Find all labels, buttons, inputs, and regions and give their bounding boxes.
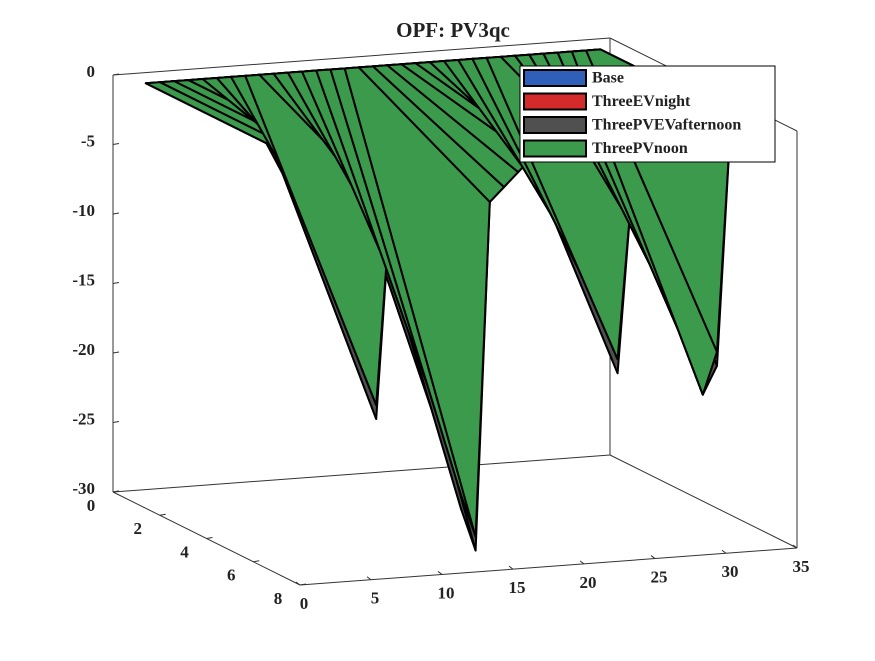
x-tick — [721, 549, 727, 554]
x-tick-label: 20 — [580, 573, 597, 592]
z-tick — [112, 351, 120, 354]
y-tick — [253, 560, 260, 563]
x-tick-label: 10 — [438, 583, 455, 602]
z-tick-label: 0 — [87, 62, 96, 81]
y-tick — [206, 537, 213, 539]
legend-label: ThreeEVnight — [592, 93, 691, 110]
z-tick — [112, 490, 120, 493]
chart-title: OPF: PV3qc — [396, 18, 510, 42]
z-tick — [112, 282, 120, 284]
x-tick — [366, 576, 372, 581]
y-tick-label: 2 — [134, 519, 143, 538]
box-edge — [112, 37, 611, 76]
axes-box: 0 5 10 15 20 25 30 35 0 2 4 6 8 -30 -25 -20 -15 -10 -5 0 — [72, 37, 810, 613]
y-tick-label: 8 — [274, 589, 283, 608]
y-tick-label: 4 — [180, 542, 189, 561]
y-tick — [159, 513, 166, 516]
box-edge — [609, 454, 798, 549]
z-tick-label: -10 — [72, 201, 95, 220]
legend-swatch — [523, 139, 587, 158]
legend-label: Base — [592, 70, 624, 87]
x-tick — [508, 565, 514, 570]
x-tick-label: 0 — [300, 594, 309, 613]
z-tick-label: -20 — [72, 340, 95, 359]
z-tick — [112, 212, 120, 215]
x-tick — [295, 581, 301, 586]
x-tick-label: 5 — [371, 589, 380, 608]
z-tick-label: -5 — [81, 131, 95, 150]
z-tick — [112, 143, 120, 145]
surfaces — [144, 48, 733, 552]
y-tick — [299, 583, 307, 586]
z-tick — [112, 73, 120, 76]
y-tick-label: 0 — [87, 496, 96, 515]
legend-label: ThreePVnoon — [592, 140, 688, 157]
z-tick-label: -30 — [72, 479, 95, 498]
legend-label: ThreePVEVafternoon — [592, 117, 741, 134]
x-tick — [792, 544, 798, 549]
x-tick — [437, 571, 443, 575]
z-tick — [112, 421, 120, 423]
legend-swatch — [523, 116, 587, 134]
x-tick-label: 25 — [651, 567, 668, 586]
y-tick-label: 6 — [227, 566, 236, 585]
x-tick-label: 15 — [509, 578, 526, 597]
x-tick-label: 30 — [722, 562, 739, 581]
legend: Base ThreeEVnight ThreePVEVafternoon ThreeP… — [519, 65, 776, 163]
x-tick — [650, 555, 656, 559]
box-edge — [299, 547, 798, 586]
x-tick — [579, 560, 585, 565]
box-edge — [112, 454, 611, 493]
z-tick-label: -25 — [72, 409, 95, 428]
x-tick-label: 35 — [793, 557, 810, 576]
legend-swatch — [523, 92, 587, 111]
legend-swatch — [523, 69, 587, 87]
z-tick-label: -15 — [72, 270, 95, 289]
